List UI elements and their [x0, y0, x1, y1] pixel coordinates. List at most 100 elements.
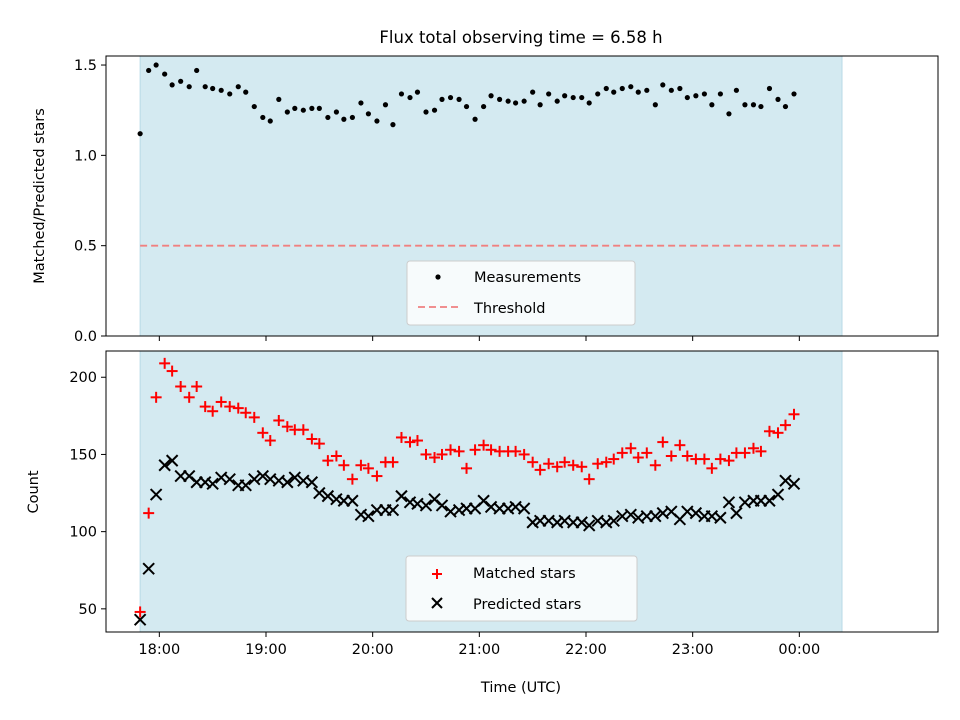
measurement-point — [316, 105, 322, 111]
measurement-point — [660, 82, 666, 88]
matched-star-point — [150, 391, 162, 403]
measurement-point — [742, 102, 748, 108]
measurement-point — [619, 85, 625, 92]
measurement-point — [260, 114, 266, 121]
matched-star-point — [723, 455, 735, 467]
matched-star-point — [175, 381, 187, 393]
measurement-point — [349, 114, 355, 121]
measurement-point — [300, 107, 306, 113]
matched-star-point — [404, 436, 416, 448]
predicted-star-point — [517, 502, 531, 515]
matched-star-point — [232, 402, 244, 414]
matched-star-point — [436, 448, 448, 460]
measurement-point — [456, 96, 462, 102]
measurement-point — [677, 85, 683, 92]
x-tick-label: 18:00 — [138, 642, 180, 658]
matched-star-point — [387, 456, 399, 468]
measurement-point — [390, 122, 396, 128]
measurement-point — [374, 118, 380, 124]
matched-star-point — [355, 459, 367, 471]
measurement-point — [267, 118, 273, 124]
measurement-point — [276, 96, 282, 102]
predicted-star-point — [722, 496, 736, 509]
matched-star-point — [600, 456, 612, 468]
predicted-star-point — [582, 519, 596, 532]
measurement-point — [365, 111, 371, 117]
count-y-axis: 50 100 150 200 — [69, 370, 106, 618]
count-axes-frame — [105, 350, 939, 633]
x-tick-label: 22:00 — [565, 642, 607, 658]
measurement-point — [472, 116, 478, 122]
measurement-point — [358, 100, 364, 106]
matched-star-point — [166, 365, 178, 377]
predicted-star-point — [248, 472, 261, 486]
measurement-point — [439, 96, 445, 102]
matched-star-point — [559, 456, 571, 468]
predicted-star-point — [395, 489, 408, 503]
predicted-star-point — [771, 488, 785, 501]
measurement-point — [309, 105, 315, 111]
y-tick-label: 50 — [79, 602, 97, 618]
measurement-point — [505, 98, 511, 104]
predicted-star-point — [787, 477, 801, 490]
predicted-star-point — [624, 508, 638, 521]
predicted-star-point — [256, 469, 270, 483]
measurement-point — [791, 91, 797, 97]
measurement-point — [447, 94, 454, 101]
measurement-point — [153, 62, 159, 68]
measurement-point — [546, 91, 552, 97]
matched-star-point — [706, 462, 718, 474]
measurement-point — [162, 71, 168, 77]
measurement-point — [497, 96, 503, 102]
measurement-point — [595, 91, 601, 97]
predicted-star-point — [281, 476, 294, 489]
matched-star-point — [346, 473, 358, 485]
measurement-point — [414, 89, 421, 95]
y-tick-label: 150 — [69, 447, 97, 463]
measurement-point — [488, 93, 494, 99]
legend-predicted-marker — [431, 597, 443, 609]
measurement-point — [750, 102, 757, 108]
ratio-x-ticks — [158, 336, 800, 341]
predicted-star-point — [239, 479, 252, 492]
predicted-star-point — [730, 506, 743, 520]
matched-star-point — [281, 421, 293, 433]
matched-star-point — [616, 447, 628, 459]
predicted-star-point — [165, 454, 179, 467]
measurement-point — [146, 67, 152, 74]
count-x-axis: 18:00 19:00 20:00 21:00 22:00 23:00 00:00 — [138, 632, 820, 658]
predicted-star-point — [321, 489, 335, 503]
y-tick-label: 100 — [69, 525, 97, 541]
legend-measurements-marker — [435, 274, 441, 280]
ratio-y-label: Matched/Predicted stars — [32, 108, 48, 284]
measurement-point — [635, 89, 641, 95]
matched-star-point — [445, 444, 457, 456]
matched-star-point — [583, 473, 595, 485]
measurement-point — [325, 114, 331, 121]
ratio-panel: 0.0 0.5 1.0 1.5 Matched/Predicted stars Mea… — [32, 55, 939, 345]
measurement-point — [513, 100, 519, 106]
matched-star-point — [257, 427, 269, 439]
measurement-point — [407, 94, 413, 101]
legend-threshold-label: Threshold — [473, 301, 545, 317]
matched-star-point — [199, 401, 211, 413]
x-tick-label: 21:00 — [458, 642, 500, 658]
predicted-star-point — [607, 514, 620, 528]
matched-star-point — [134, 606, 146, 618]
matched-star-point — [215, 396, 227, 408]
measurement-point — [227, 91, 233, 97]
matched-star-point — [747, 442, 759, 454]
measurement-point — [530, 89, 536, 95]
matched-star-point — [739, 447, 751, 459]
chart-title: Flux total observing time = 6.58 h — [379, 28, 662, 47]
matched-star-point — [518, 448, 530, 460]
matched-star-point — [240, 407, 252, 419]
measurement-point — [586, 100, 592, 106]
predicted-star-point — [158, 459, 171, 472]
predicted-star-point — [288, 471, 302, 484]
measurement-point — [701, 91, 708, 97]
measurement-point — [628, 84, 634, 90]
matched-star-point — [674, 439, 686, 451]
matched-star-point — [567, 459, 579, 471]
matched-star-point — [543, 458, 555, 470]
